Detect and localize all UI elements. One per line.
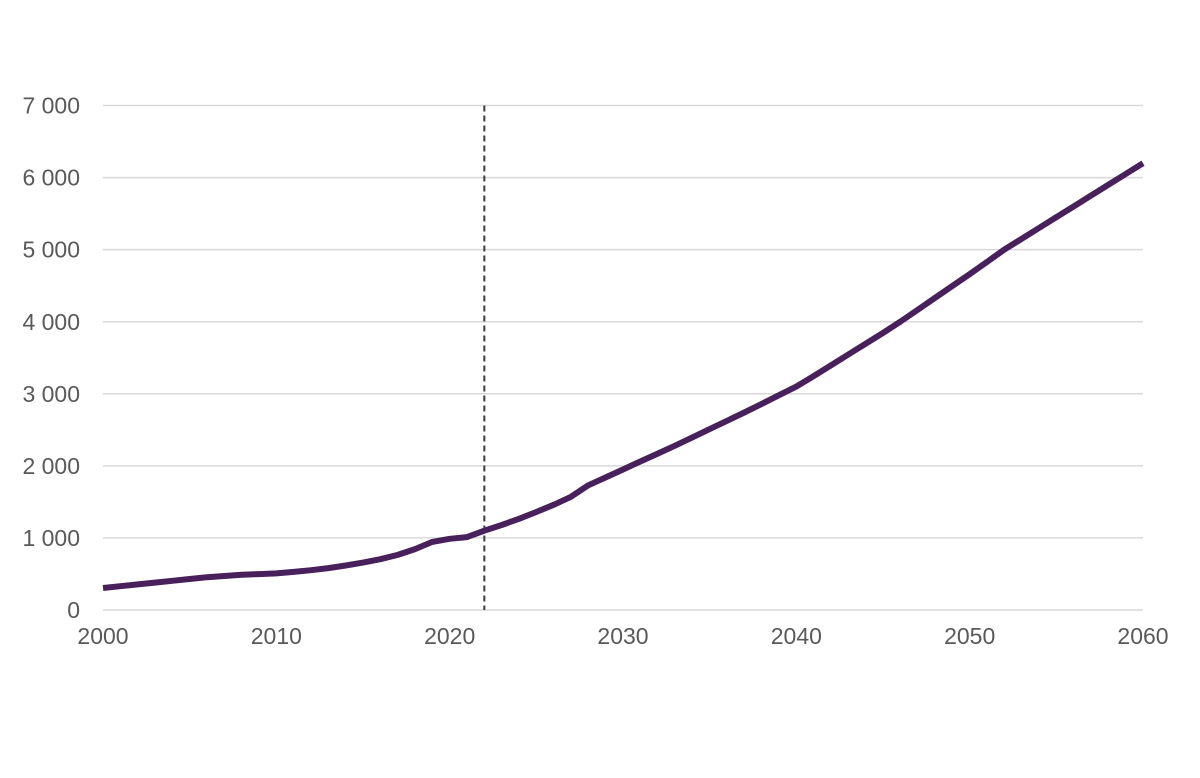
x-tick-label: 2050 <box>944 623 995 649</box>
y-tick-label: 1 000 <box>22 525 80 551</box>
y-tick-label: 0 <box>67 597 80 623</box>
data-series <box>102 160 1145 591</box>
y-tick-label: 4 000 <box>22 309 80 335</box>
data-line-main-series <box>102 160 1145 591</box>
x-tick-label: 2060 <box>1117 623 1168 649</box>
gridlines <box>103 104 1143 611</box>
y-tick-label: 2 000 <box>22 453 80 479</box>
y-tick-label: 6 000 <box>22 165 80 191</box>
x-tick-label: 2000 <box>77 623 128 649</box>
x-tick-label: 2040 <box>771 623 822 649</box>
x-tick-label: 2010 <box>251 623 302 649</box>
x-tick-label: 2020 <box>424 623 475 649</box>
y-axis-labels: 0 1 000 2 000 3 000 4 000 5 000 6 000 7 000 <box>22 93 80 623</box>
x-tick-label: 2030 <box>597 623 648 649</box>
x-axis-labels: 2000 2010 2020 2030 2040 2050 2060 <box>77 623 1168 649</box>
y-tick-label: 5 000 <box>22 237 80 263</box>
y-tick-label: 3 000 <box>22 381 80 407</box>
y-tick-label: 7 000 <box>22 93 80 119</box>
